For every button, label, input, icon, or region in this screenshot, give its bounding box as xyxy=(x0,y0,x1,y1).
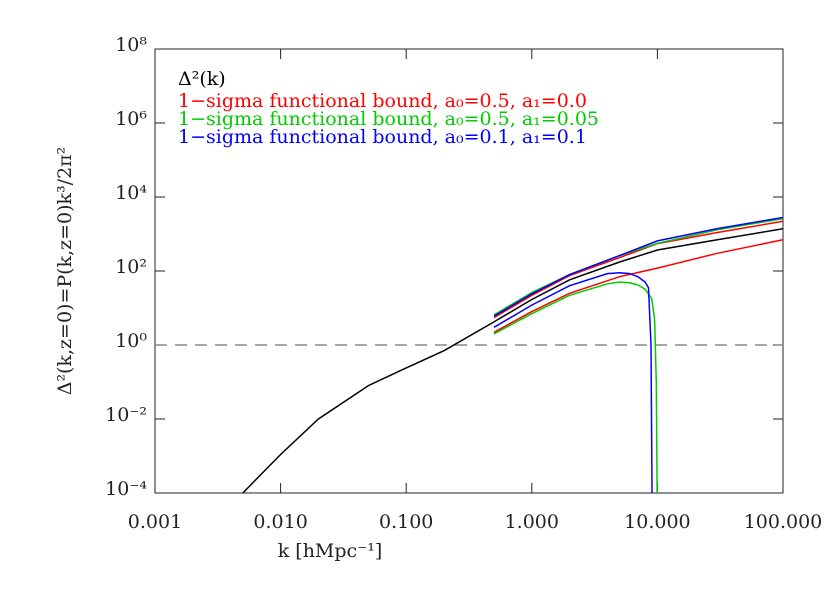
x-tick-label: 100.000 xyxy=(744,511,823,533)
series-line xyxy=(493,281,658,493)
y-tick-label: 10² xyxy=(115,256,147,278)
x-tick-label: 1.000 xyxy=(505,511,559,533)
y-tick-label: 10⁴ xyxy=(115,182,147,204)
x-tick-label: 0.100 xyxy=(379,511,433,533)
legend-entry: 1−sigma functional bound, a₀=0.1, a₁=0.1 xyxy=(178,126,587,148)
plot-area xyxy=(155,216,783,493)
series-line xyxy=(493,238,783,333)
legend-entry: Δ²(k) xyxy=(178,68,226,90)
series-line xyxy=(493,220,783,319)
y-tick-label: 10⁰ xyxy=(115,330,147,352)
y-tick-label: 10⁶ xyxy=(115,108,147,130)
legend-entry: 1−sigma functional bound, a₀=0.5, a₁=0.0… xyxy=(178,108,599,130)
series-line xyxy=(242,228,783,493)
y-tick-label: 10⁸ xyxy=(115,34,147,56)
x-tick-label: 0.001 xyxy=(128,511,182,533)
series-line xyxy=(493,271,653,493)
series-line xyxy=(493,216,783,317)
x-tick-label: 0.010 xyxy=(253,511,307,533)
legend-entry: 1−sigma functional bound, a₀=0.5, a₁=0.0 xyxy=(178,90,587,112)
x-tick-label: 10.000 xyxy=(624,511,690,533)
y-axis-label: Δ²(k,z=0)=P(k,z=0)k³/2π² xyxy=(54,147,76,396)
y-tick-label: 10⁻² xyxy=(105,404,147,426)
y-tick-label: 10⁻⁴ xyxy=(105,478,147,500)
x-axis-label: k [hMpc⁻¹] xyxy=(278,540,383,562)
series-line xyxy=(493,217,783,316)
